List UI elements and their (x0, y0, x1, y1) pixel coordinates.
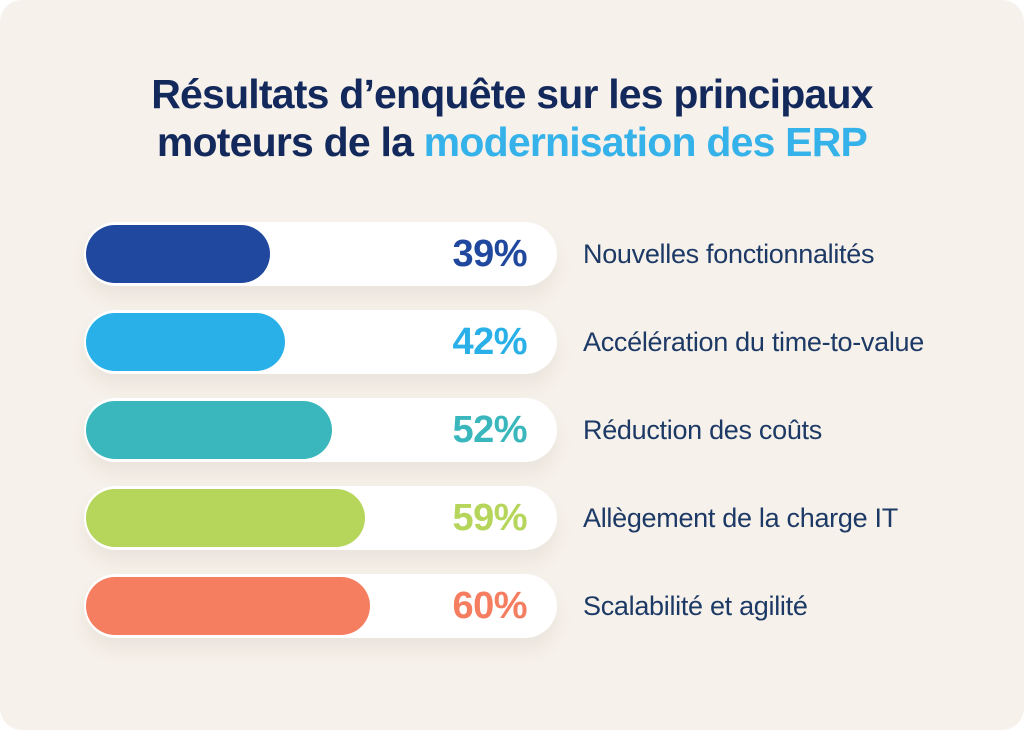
bar-percent-value: 42% (452, 321, 527, 363)
bars-list: 39% Nouvelles fonctionnalités 42% Accélérat… (84, 222, 924, 662)
bar-label: Nouvelles fonctionnalités (583, 238, 875, 269)
bar-row: 52% Réduction des coûts (84, 398, 924, 462)
bar-track: 60% (84, 574, 557, 638)
bar-label: Accélération du time-to-value (583, 326, 924, 357)
bar-label: Réduction des coûts (583, 414, 822, 445)
bar-percent-value: 52% (452, 409, 527, 451)
bar-track: 52% (84, 398, 557, 462)
bar-row: 60% Scalabilité et agilité (84, 574, 924, 638)
bar-percent-value: 39% (452, 233, 527, 275)
page-title: Résultats d’enquête sur les principaux m… (0, 0, 1024, 166)
bar-percent-value: 60% (452, 585, 527, 627)
title-line2-highlight: modernisation des ERP (423, 119, 868, 165)
bar-track: 42% (84, 310, 557, 374)
bar-percent-value: 59% (452, 497, 527, 539)
bar-row: 39% Nouvelles fonctionnalités (84, 222, 924, 286)
bar-fill (86, 313, 285, 371)
bar-fill (86, 489, 366, 547)
bar-row: 59% Allègement de la charge IT (84, 486, 924, 550)
bar-track: 59% (84, 486, 557, 550)
bar-label: Scalabilité et agilité (583, 590, 808, 621)
bar-track: 39% (84, 222, 557, 286)
title-line2-prefix: moteurs de la (156, 119, 424, 165)
bar-fill (86, 577, 370, 635)
bar-fill (86, 401, 332, 459)
bar-label: Allègement de la charge IT (583, 502, 898, 533)
bar-fill (86, 225, 271, 283)
title-line1: Résultats d’enquête sur les principaux (151, 71, 873, 117)
bar-row: 42% Accélération du time-to-value (84, 310, 924, 374)
